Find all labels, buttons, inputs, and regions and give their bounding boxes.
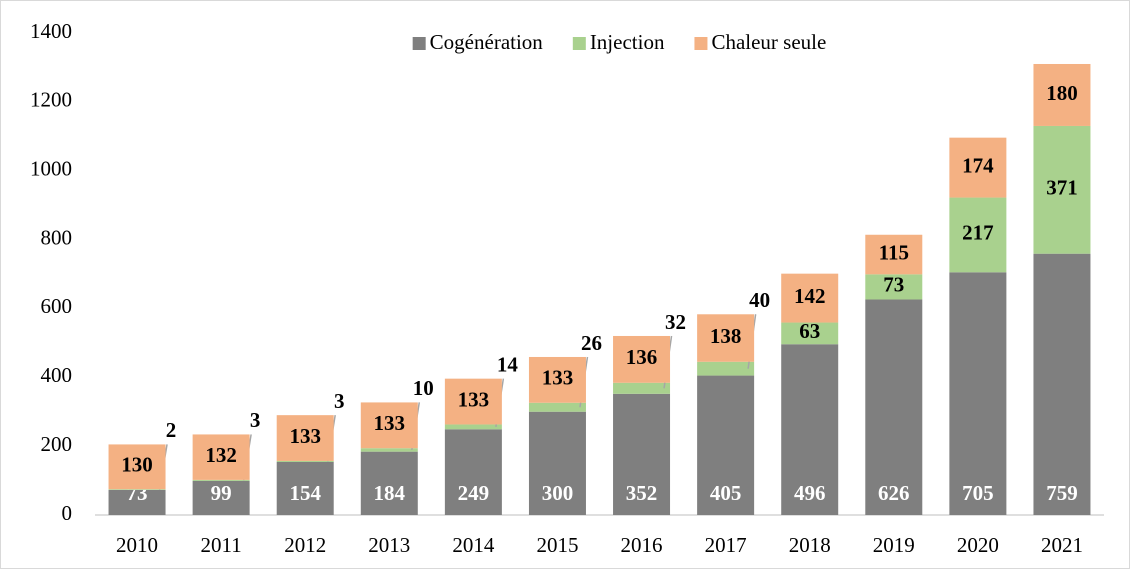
legend-label: Injection (590, 30, 665, 54)
bar-segment (528, 411, 586, 515)
bar-segment (697, 375, 755, 515)
bar-segment (360, 402, 418, 449)
bar-segment (360, 448, 418, 452)
y-tick-label: 1000 (30, 157, 72, 181)
bar-segment (276, 461, 334, 515)
y-tick-label: 0 (62, 501, 73, 525)
x-tick-label: 2018 (789, 533, 831, 557)
bar-segment (865, 234, 923, 275)
bar-segment (613, 393, 671, 515)
data-label: 174 (962, 153, 994, 177)
data-label: 136 (626, 345, 658, 369)
data-label: 217 (962, 221, 994, 245)
legend-swatch (694, 37, 708, 50)
bar-segment (1033, 125, 1091, 254)
data-label: 40 (749, 288, 770, 312)
bar-segment (444, 378, 502, 425)
bar-segment (865, 299, 923, 515)
data-label: 184 (374, 481, 406, 505)
data-label: 300 (542, 481, 574, 505)
bar-segment (108, 489, 166, 515)
data-label: 133 (374, 411, 406, 435)
data-label: 626 (878, 481, 910, 505)
bar-segment (528, 402, 586, 412)
bar-segment (781, 322, 839, 345)
bar-segment (613, 382, 671, 394)
data-label: 32 (665, 310, 686, 334)
data-label: 10 (413, 376, 434, 400)
legend-swatch (412, 37, 426, 50)
bar-segment (108, 444, 166, 490)
bar-segment (192, 480, 250, 515)
bar-segment (1033, 63, 1091, 126)
bar-segment (444, 424, 502, 430)
data-label: 249 (458, 481, 490, 505)
bar-segment (528, 356, 586, 403)
y-tick-label: 1200 (30, 88, 72, 112)
data-label: 26 (581, 331, 602, 355)
data-label: 142 (794, 284, 826, 308)
bar-segment (1033, 253, 1091, 516)
data-label: 496 (794, 481, 826, 505)
y-tick-label: 400 (41, 363, 73, 387)
bar-segment (613, 335, 671, 383)
x-tick-label: 2012 (284, 533, 326, 557)
bar-segment (108, 489, 166, 490)
data-label: 138 (710, 324, 742, 348)
bar-segment (949, 137, 1007, 198)
data-label: 115 (879, 240, 909, 264)
data-label: 180 (1046, 81, 1078, 105)
bar-segment (949, 197, 1007, 273)
bar-segment (697, 314, 755, 362)
data-label: 133 (289, 424, 321, 448)
data-label: 352 (626, 481, 658, 505)
x-tick-label: 2010 (116, 533, 158, 557)
legend-label: Cogénération (430, 30, 544, 54)
x-tick-label: 2014 (452, 533, 495, 557)
data-label: 63 (799, 319, 820, 343)
legend-label: Chaleur seule (711, 30, 826, 54)
data-label: 2 (166, 418, 177, 442)
data-label: 154 (289, 481, 321, 505)
data-label: 99 (211, 481, 232, 505)
data-label: 371 (1046, 176, 1078, 200)
x-tick-label: 2015 (536, 533, 578, 557)
x-tick-label: 2011 (201, 533, 242, 557)
bar-segment (192, 434, 250, 480)
bar-segment (276, 415, 334, 461)
y-tick-label: 1400 (30, 19, 72, 43)
bar-segment (949, 272, 1007, 515)
data-label: 3 (334, 389, 345, 413)
bar-segment (781, 344, 839, 515)
data-label: 133 (542, 366, 574, 390)
bar-segment (697, 361, 755, 376)
data-label: 3 (250, 408, 261, 432)
x-tick-label: 2020 (957, 533, 999, 557)
data-label: 405 (710, 481, 742, 505)
y-tick-label: 200 (41, 432, 73, 456)
bar-segment (360, 451, 418, 515)
data-label: 705 (962, 481, 994, 505)
data-label: 133 (458, 387, 490, 411)
data-label: 130 (121, 453, 153, 477)
x-tick-label: 2013 (368, 533, 410, 557)
bar-segment (444, 429, 502, 515)
bar-segment (781, 273, 839, 323)
bar-segment (192, 479, 250, 481)
x-tick-label: 2021 (1041, 533, 1083, 557)
data-label: 132 (205, 443, 237, 467)
data-label: 73 (883, 273, 904, 297)
data-label: 759 (1046, 481, 1078, 505)
x-tick-label: 2019 (873, 533, 915, 557)
y-tick-label: 600 (41, 294, 73, 318)
data-label: 14 (497, 352, 519, 376)
x-tick-label: 2016 (621, 533, 663, 557)
x-tick-label: 2017 (705, 533, 747, 557)
bar-segment (865, 274, 923, 300)
legend-swatch (572, 37, 586, 50)
y-tick-label: 800 (41, 225, 73, 249)
bar-segment (276, 460, 334, 462)
